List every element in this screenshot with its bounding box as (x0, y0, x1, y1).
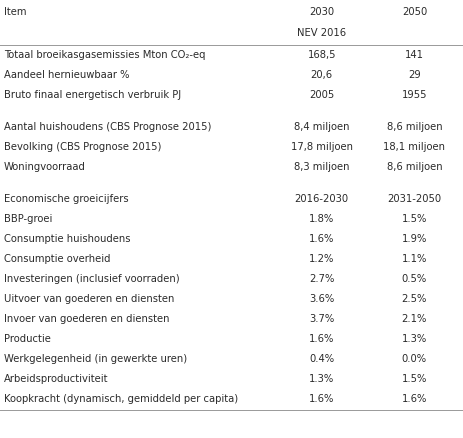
Text: Werkgelegenheid (in gewerkte uren): Werkgelegenheid (in gewerkte uren) (4, 353, 187, 363)
Text: 1955: 1955 (401, 89, 427, 99)
Text: 1.5%: 1.5% (402, 373, 427, 383)
Text: 2050: 2050 (402, 7, 427, 17)
Text: Bevolking (CBS Prognose 2015): Bevolking (CBS Prognose 2015) (4, 141, 161, 152)
Text: 0.4%: 0.4% (309, 353, 334, 363)
Text: 1.3%: 1.3% (402, 333, 427, 343)
Text: 1.6%: 1.6% (309, 233, 334, 244)
Text: 2005: 2005 (309, 89, 334, 99)
Text: 20,6: 20,6 (311, 69, 333, 79)
Text: 2031-2050: 2031-2050 (388, 194, 441, 204)
Text: Item: Item (4, 7, 26, 17)
Text: Investeringen (inclusief voorraden): Investeringen (inclusief voorraden) (4, 273, 179, 283)
Text: Arbeidsproductiviteit: Arbeidsproductiviteit (4, 373, 108, 383)
Text: 168,5: 168,5 (307, 49, 336, 60)
Text: Koopkracht (dynamisch, gemiddeld per capita): Koopkracht (dynamisch, gemiddeld per cap… (4, 393, 238, 403)
Text: 3.6%: 3.6% (309, 293, 334, 303)
Text: BBP-groei: BBP-groei (4, 214, 52, 223)
Text: 8,4 miljoen: 8,4 miljoen (294, 121, 350, 131)
Text: 2.1%: 2.1% (402, 313, 427, 323)
Text: Productie: Productie (4, 333, 50, 343)
Text: 1.6%: 1.6% (309, 393, 334, 403)
Text: 8,6 miljoen: 8,6 miljoen (387, 121, 442, 131)
Text: 0.5%: 0.5% (402, 273, 427, 283)
Text: 3.7%: 3.7% (309, 313, 334, 323)
Text: 1.6%: 1.6% (309, 333, 334, 343)
Text: Aandeel hernieuwbaar %: Aandeel hernieuwbaar % (4, 69, 129, 79)
Text: 141: 141 (405, 49, 424, 60)
Text: 1.9%: 1.9% (402, 233, 427, 244)
Text: 1.6%: 1.6% (402, 393, 427, 403)
Text: 2.7%: 2.7% (309, 273, 334, 283)
Text: 1.8%: 1.8% (309, 214, 334, 223)
Text: 18,1 miljoen: 18,1 miljoen (383, 141, 445, 152)
Text: NEV 2016: NEV 2016 (297, 28, 346, 38)
Text: Economische groeicijfers: Economische groeicijfers (4, 194, 128, 204)
Text: 2016-2030: 2016-2030 (295, 194, 349, 204)
Text: 1.3%: 1.3% (309, 373, 334, 383)
Text: 2030: 2030 (309, 7, 334, 17)
Text: 0.0%: 0.0% (402, 353, 427, 363)
Text: Bruto finaal energetisch verbruik PJ: Bruto finaal energetisch verbruik PJ (4, 89, 181, 99)
Text: 17,8 miljoen: 17,8 miljoen (291, 141, 353, 152)
Text: Aantal huishoudens (CBS Prognose 2015): Aantal huishoudens (CBS Prognose 2015) (4, 121, 211, 131)
Text: 1.2%: 1.2% (309, 253, 334, 263)
Text: Woningvoorraad: Woningvoorraad (4, 162, 86, 171)
Text: Totaal broeikasgasemissies Mton CO₂-eq: Totaal broeikasgasemissies Mton CO₂-eq (4, 49, 205, 60)
Text: 1.1%: 1.1% (402, 253, 427, 263)
Text: 2.5%: 2.5% (402, 293, 427, 303)
Text: 29: 29 (408, 69, 421, 79)
Text: 8,3 miljoen: 8,3 miljoen (294, 162, 350, 171)
Text: Consumptie huishoudens: Consumptie huishoudens (4, 233, 130, 244)
Text: Uitvoer van goederen en diensten: Uitvoer van goederen en diensten (4, 293, 174, 303)
Text: Consumptie overheid: Consumptie overheid (4, 253, 110, 263)
Text: Invoer van goederen en diensten: Invoer van goederen en diensten (4, 313, 169, 323)
Text: 8,6 miljoen: 8,6 miljoen (387, 162, 442, 171)
Text: 1.5%: 1.5% (402, 214, 427, 223)
